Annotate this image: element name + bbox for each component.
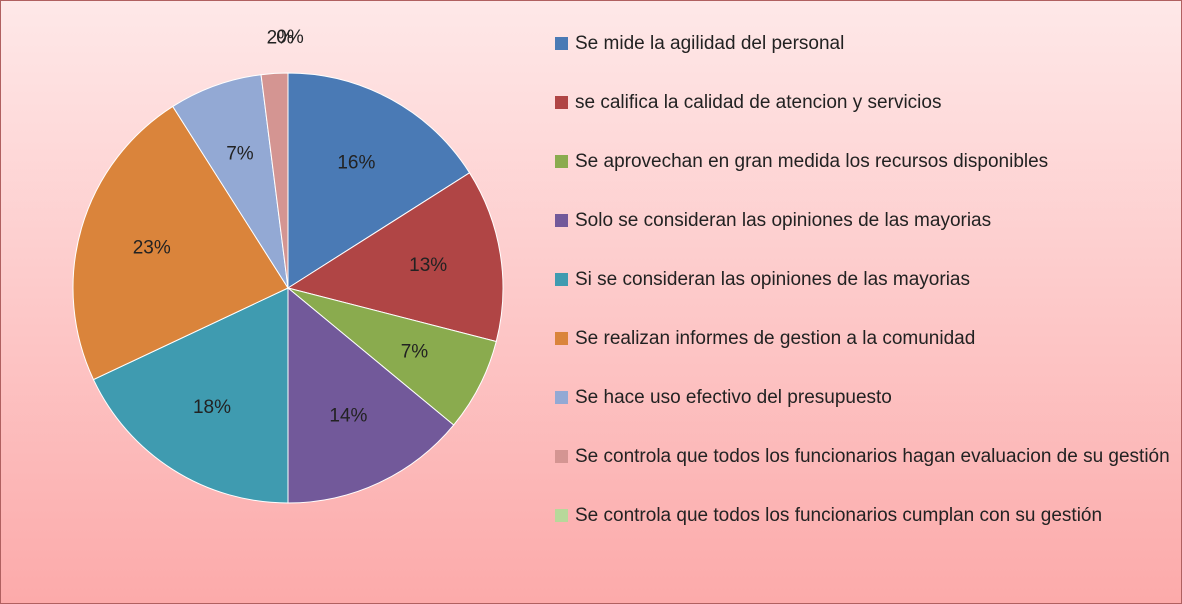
legend-item: Se hace uso efectivo del presupuesto xyxy=(555,381,1175,414)
legend-label: Se hace uso efectivo del presupuesto xyxy=(575,387,892,408)
pie-slice xyxy=(287,72,471,289)
data-label: 16% xyxy=(337,153,375,174)
legend-item: Se aprovechan en gran medida los recurso… xyxy=(555,145,1175,178)
legend-swatch xyxy=(555,96,568,109)
data-label: 0% xyxy=(276,27,304,48)
pie-slice xyxy=(260,72,289,289)
legend-label: se califica la calidad de atencion y ser… xyxy=(575,92,942,113)
data-label: 14% xyxy=(329,405,367,426)
legend-label: Si se consideran las opiniones de las ma… xyxy=(575,269,970,290)
pie-slice xyxy=(286,172,504,343)
legend-swatch xyxy=(555,155,568,168)
legend-swatch xyxy=(555,391,568,404)
legend-label: Se realizan informes de gestion a la com… xyxy=(575,328,976,349)
data-label: 7% xyxy=(401,341,429,362)
legend-item: Se controla que todos los funcionarios h… xyxy=(555,440,1175,473)
legend-item: Se realizan informes de gestion a la com… xyxy=(555,322,1175,355)
legend-swatch xyxy=(555,273,568,286)
legend-item: se califica la calidad de atencion y ser… xyxy=(555,86,1175,119)
pie-slice xyxy=(72,105,289,381)
data-label: 23% xyxy=(133,237,171,258)
pie-slice xyxy=(92,287,289,504)
pie-slice xyxy=(287,286,455,504)
legend-label: Se aprovechan en gran medida los recurso… xyxy=(575,151,1049,172)
data-label: 2% xyxy=(267,28,295,49)
legend-swatch xyxy=(555,214,568,227)
data-label: 7% xyxy=(226,144,254,165)
legend-label: Solo se consideran las opiniones de las … xyxy=(575,210,992,231)
legend-swatch xyxy=(555,37,568,50)
legend-item: Solo se consideran las opiniones de las … xyxy=(555,204,1175,237)
legend-item: Si se consideran las opiniones de las ma… xyxy=(555,263,1175,296)
legend-label: Se controla que todos los funcionarios h… xyxy=(575,446,1170,467)
legend-swatch xyxy=(555,332,568,345)
legend-swatch xyxy=(555,450,568,463)
legend-swatch xyxy=(555,509,568,522)
data-label: 13% xyxy=(409,255,447,276)
legend-item: Se controla que todos los funcionarios c… xyxy=(555,499,1175,532)
legend-item: Se mide la agilidad del personal xyxy=(555,27,1175,60)
legend-label: Se controla que todos los funcionarios c… xyxy=(575,505,1103,526)
data-label: 18% xyxy=(193,397,231,418)
legend-label: Se mide la agilidad del personal xyxy=(575,33,845,54)
